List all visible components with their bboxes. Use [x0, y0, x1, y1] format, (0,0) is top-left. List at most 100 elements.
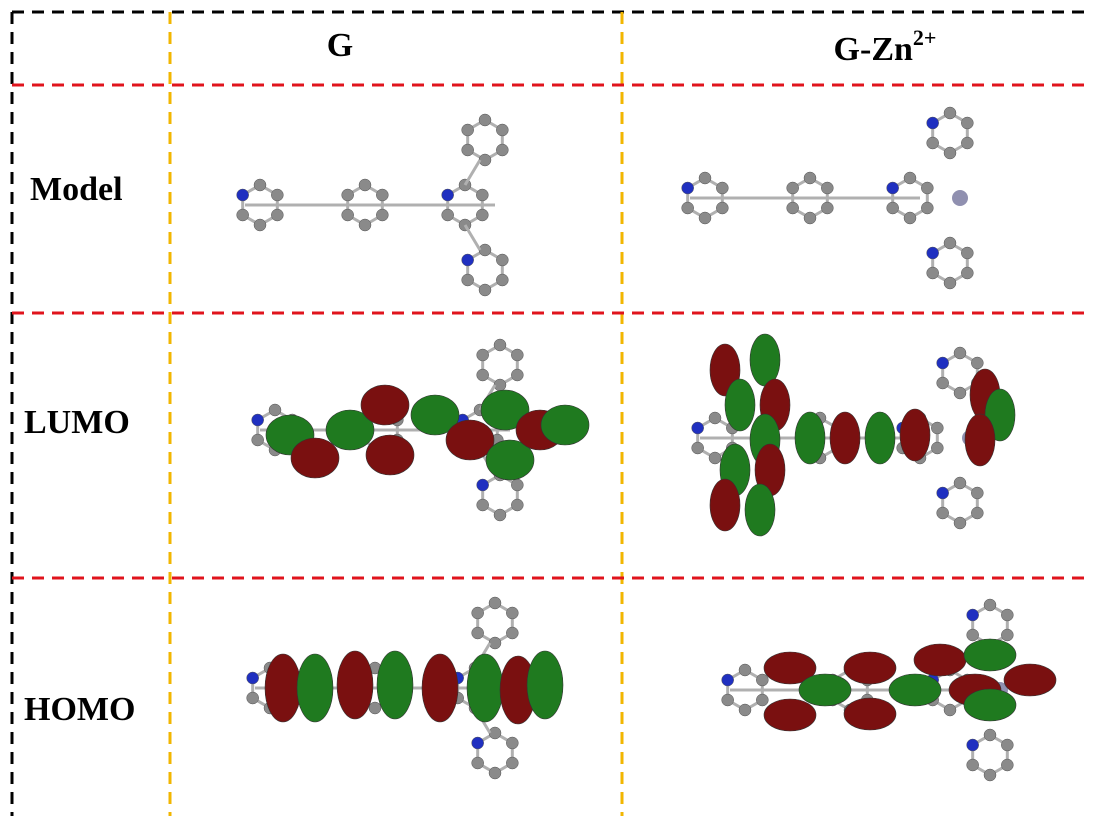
atom — [937, 357, 949, 369]
atom — [1001, 609, 1013, 621]
atom — [927, 137, 939, 149]
atom — [931, 442, 943, 454]
atom — [254, 179, 266, 191]
orbital-lobe — [865, 412, 895, 464]
atom — [722, 694, 734, 706]
atom — [1001, 759, 1013, 771]
atom — [984, 769, 996, 781]
column-header: G — [327, 27, 353, 64]
atom — [921, 182, 933, 194]
atom — [247, 692, 259, 704]
atom — [494, 379, 506, 391]
atom — [269, 404, 281, 416]
atom — [462, 124, 474, 136]
orbital-lobe — [710, 479, 740, 531]
atom — [716, 202, 728, 214]
atom — [477, 499, 489, 511]
orbital-lobe — [764, 699, 816, 731]
atom — [971, 487, 983, 499]
atom — [709, 412, 721, 424]
atom — [511, 479, 523, 491]
atom — [1001, 629, 1013, 641]
atom — [961, 247, 973, 259]
atom — [967, 629, 979, 641]
atom — [931, 422, 943, 434]
atom — [477, 349, 489, 361]
orbital-lobe — [541, 405, 589, 445]
atom — [954, 517, 966, 529]
orbital-lobe — [467, 654, 503, 722]
orbital-lobe — [337, 651, 373, 719]
atom — [739, 704, 751, 716]
atom — [937, 487, 949, 499]
orbital-lobe — [844, 652, 896, 684]
atom — [472, 757, 484, 769]
atom — [254, 219, 266, 231]
atom — [804, 172, 816, 184]
figure: G G-Zn2+ Model LUMO HOMO — [0, 0, 1094, 816]
row-label: LUMO — [24, 404, 130, 441]
atom — [1001, 739, 1013, 751]
atom — [954, 347, 966, 359]
orbital-lobe — [745, 484, 775, 536]
atom — [787, 182, 799, 194]
atom — [682, 182, 694, 194]
atom — [967, 609, 979, 621]
atom — [442, 189, 454, 201]
orbital-lobe — [297, 654, 333, 722]
atom — [496, 144, 508, 156]
atom — [472, 627, 484, 639]
atom — [506, 627, 518, 639]
atom — [971, 357, 983, 369]
orbital-lobe — [1004, 664, 1056, 696]
atom — [252, 414, 264, 426]
orbital-lobe — [795, 412, 825, 464]
atom — [961, 117, 973, 129]
atom — [237, 189, 249, 201]
atom — [462, 144, 474, 156]
column-header-text: G-Zn — [834, 31, 913, 68]
atom — [489, 727, 501, 739]
orbital-lobe — [377, 651, 413, 719]
orbital-lobe — [964, 639, 1016, 671]
orbital-lobe — [291, 438, 339, 478]
atom — [247, 672, 259, 684]
atom — [921, 202, 933, 214]
orbital-lobe — [830, 412, 860, 464]
atom — [984, 599, 996, 611]
orbital-lobe — [965, 414, 995, 466]
atom — [477, 369, 489, 381]
atom — [479, 244, 491, 256]
atom — [476, 189, 488, 201]
orbital-lobe — [422, 654, 458, 722]
orbital-lobe — [750, 334, 780, 386]
atom — [944, 704, 956, 716]
atom — [494, 339, 506, 351]
column-header: G-Zn2+ — [834, 25, 937, 68]
atom — [682, 202, 694, 214]
atom — [692, 442, 704, 454]
bond — [465, 225, 480, 250]
atom — [756, 694, 768, 706]
atom — [787, 202, 799, 214]
orbital-lobe — [900, 409, 930, 461]
atom — [937, 507, 949, 519]
atom — [984, 729, 996, 741]
orbital-lobe — [725, 379, 755, 431]
atom — [489, 597, 501, 609]
atom — [496, 124, 508, 136]
atom — [479, 114, 491, 126]
atom — [954, 387, 966, 399]
atom — [937, 377, 949, 389]
atom — [692, 422, 704, 434]
atom — [376, 209, 388, 221]
atom — [927, 247, 939, 259]
atom — [237, 209, 249, 221]
atom — [489, 767, 501, 779]
atom — [472, 737, 484, 749]
orbital-lobe — [844, 698, 896, 730]
atom — [887, 182, 899, 194]
atom — [944, 107, 956, 119]
atom — [904, 172, 916, 184]
molecule-art — [237, 107, 1056, 781]
